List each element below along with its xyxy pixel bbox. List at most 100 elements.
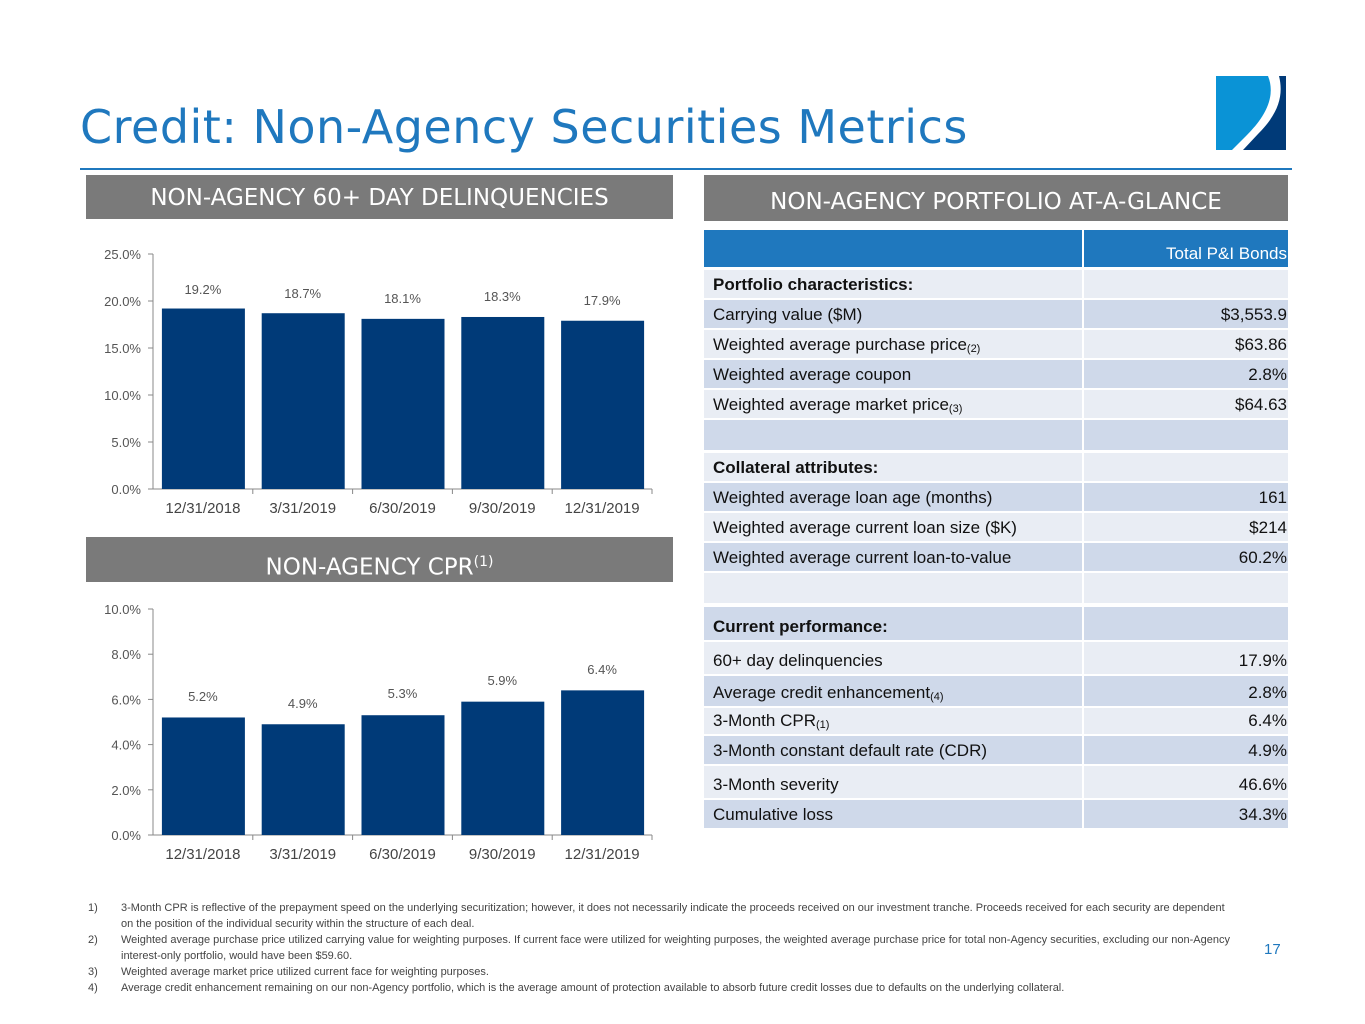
footnote: 1) 3-Month CPR is reflective of the prepa… — [88, 900, 1238, 932]
x-tick-label: 12/31/2018 — [165, 846, 240, 863]
y-tick-label: 4.0% — [111, 738, 141, 753]
row-label: 3-Month constant default rate (CDR) — [704, 736, 1082, 764]
data-label: 5.3% — [388, 686, 418, 701]
label-text: Average credit enhancement — [713, 683, 931, 702]
label-text: 3-Month CPR — [713, 711, 816, 730]
footnote-ref: (2) — [966, 343, 981, 355]
x-tick-label: 12/31/2018 — [165, 500, 240, 517]
label-text: Cumulative loss — [713, 805, 833, 824]
row-value: $214 — [1084, 513, 1288, 541]
row-value: 161 — [1084, 483, 1288, 511]
table-row: Current performance: — [704, 607, 1288, 640]
row-value: 17.9% — [1084, 642, 1288, 674]
row-label — [704, 420, 1082, 450]
data-label: 18.1% — [384, 291, 421, 306]
x-tick-label: 9/30/2019 — [469, 500, 536, 517]
row-label: Weighted average coupon — [704, 360, 1082, 388]
footnote: 4) Average credit enhancement remaining o… — [88, 980, 1238, 996]
footnote-number: 2) — [88, 934, 98, 946]
row-label: Weighted average current loan-to-value — [704, 543, 1082, 571]
table-row: Carrying value ($M) $3,553.9 — [704, 300, 1288, 328]
y-tick-label: 0.0% — [111, 828, 141, 843]
row-value — [1084, 270, 1288, 298]
row-label: Carrying value ($M) — [704, 300, 1082, 328]
section-title: NON-AGENCY 60+ DAY DELINQUENCIES — [150, 185, 609, 211]
section-title: NON-AGENCY CPR — [265, 554, 474, 581]
bar — [461, 316, 545, 489]
footnote-number: 3) — [88, 966, 98, 978]
footnote-number: 4) — [88, 982, 98, 994]
y-tick-label: 20.0% — [104, 294, 141, 309]
footnote-ref: (1) — [473, 554, 494, 570]
row-label: Weighted average loan age (months) — [704, 483, 1082, 511]
bar — [361, 715, 445, 835]
table-row — [704, 420, 1288, 450]
section-header-portfolio: NON-AGENCY PORTFOLIO AT-A-GLANCE — [704, 175, 1288, 221]
label-text: Collateral attributes: — [713, 458, 879, 477]
label-text: Weighted average purchase price — [713, 335, 967, 354]
table-row: Weighted average market price (3) $64.63 — [704, 390, 1288, 418]
data-label: 18.7% — [284, 286, 321, 301]
label-text: 3-Month severity — [713, 775, 839, 794]
x-tick-label: 6/30/2019 — [369, 500, 436, 517]
row-value: $63.86 — [1084, 330, 1288, 358]
x-tick-label: 3/31/2019 — [269, 500, 336, 517]
data-label: 18.3% — [484, 289, 521, 304]
table-header: Total P&I Bonds — [704, 230, 1288, 267]
row-label: Weighted average purchase price (2) — [704, 330, 1082, 358]
table-row: 3-Month CPR (1) 6.4% — [704, 708, 1288, 734]
bar — [361, 318, 445, 489]
x-tick-label: 6/30/2019 — [369, 846, 436, 863]
label-text: Weighted average market price — [713, 395, 949, 414]
bar-charts: 0.0% 5.0% 10.0% 15.0% 20.0% 25.0% 19.2% 12/31/2… — [104, 247, 653, 863]
footnote-ref: (4) — [930, 691, 944, 703]
footnote-ref: (1) — [815, 719, 830, 731]
table-row — [704, 573, 1288, 603]
footnote-text: Average credit enhancement remaining on … — [121, 982, 1065, 994]
title-divider — [80, 168, 1292, 170]
data-label: 5.9% — [487, 673, 517, 688]
row-label: Average credit enhancement (4) — [704, 676, 1082, 706]
label-text: 3-Month constant default rate (CDR) — [713, 741, 988, 760]
row-value — [1084, 453, 1288, 481]
y-tick-label: 6.0% — [111, 692, 141, 707]
data-label: 5.2% — [188, 689, 218, 704]
y-tick-label: 10.0% — [104, 602, 141, 617]
row-value: 46.6% — [1084, 766, 1288, 798]
table-row: Weighted average coupon 2.8% — [704, 360, 1288, 388]
data-label: 19.2% — [184, 282, 221, 297]
row-label: Cumulative loss — [704, 800, 1082, 828]
row-label: Weighted average current loan size ($K) — [704, 513, 1082, 541]
table-row: Weighted average current loan size ($K) $… — [704, 513, 1288, 541]
row-label — [704, 573, 1082, 603]
data-label: 6.4% — [587, 662, 617, 677]
footnote-text: Weighted average market price utilized c… — [121, 966, 489, 978]
data-label: 4.9% — [288, 696, 318, 711]
row-value: 4.9% — [1084, 736, 1288, 764]
footnote-ref: (3) — [948, 403, 963, 415]
row-value: 2.8% — [1084, 676, 1288, 706]
page-title: Credit: Non-Agency Securities Metrics — [80, 100, 968, 154]
label-text: Weighted average loan age (months) — [713, 488, 993, 507]
y-tick-label: 8.0% — [111, 647, 141, 662]
table-row: Weighted average loan age (months) 161 — [704, 483, 1288, 511]
footnote-number: 1) — [88, 902, 98, 914]
label-text: Weighted average current loan-to-value — [713, 548, 1012, 567]
bar — [461, 701, 545, 835]
table-row: Portfolio characteristics: — [704, 270, 1288, 298]
label-text: Portfolio characteristics: — [713, 275, 914, 294]
row-label — [704, 230, 1082, 267]
x-tick-label: 12/31/2019 — [565, 500, 640, 517]
row-label: 60+ day delinquencies — [704, 642, 1082, 674]
row-label: 3-Month severity — [704, 766, 1082, 798]
row-value: 2.8% — [1084, 360, 1288, 388]
row-label: 3-Month CPR (1) — [704, 708, 1082, 734]
y-tick-label: 10.0% — [104, 388, 141, 403]
table-row: Weighted average current loan-to-value 60… — [704, 543, 1288, 571]
y-tick-label: 25.0% — [104, 247, 141, 262]
table-row: 3-Month constant default rate (CDR) 4.9% — [704, 736, 1288, 764]
label-text: Weighted average current loan size ($K) — [713, 518, 1017, 537]
footnotes: 1) 3-Month CPR is reflective of the prepa… — [88, 900, 1238, 996]
x-tick-label: 9/30/2019 — [469, 846, 536, 863]
row-value: $64.63 — [1084, 390, 1288, 418]
